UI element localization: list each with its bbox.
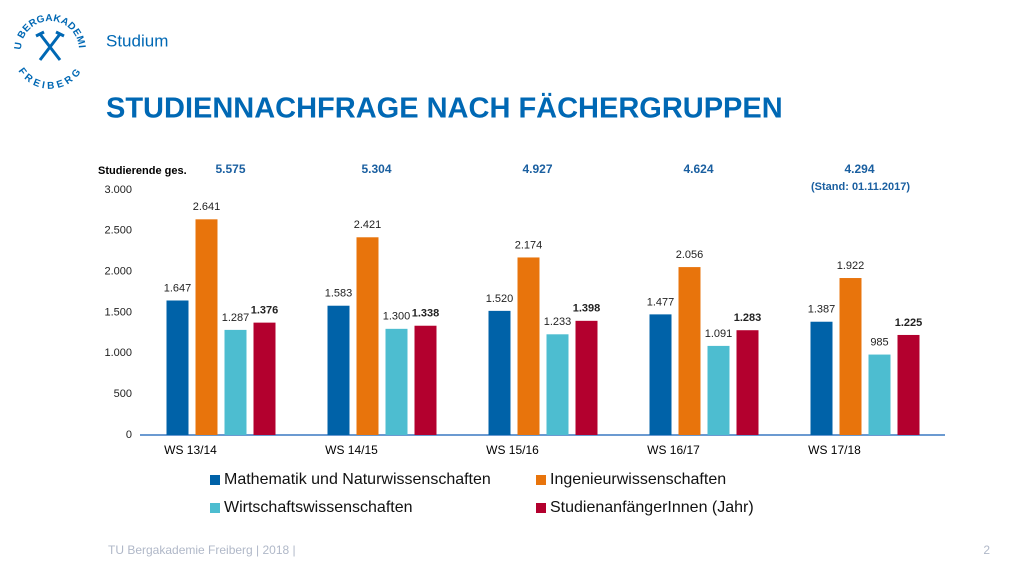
x-tick-label: WS 14/15 — [325, 443, 378, 457]
page-number: 2 — [983, 543, 990, 557]
value-label: 2.641 — [193, 201, 221, 213]
bar — [707, 345, 730, 435]
value-label: 1.477 — [647, 296, 675, 308]
x-tick-label: WS 13/14 — [164, 443, 217, 457]
total-annotation: 4.927 — [522, 162, 552, 176]
bar — [385, 328, 408, 435]
x-tick-label: WS 17/18 — [808, 443, 861, 457]
value-label: 1.387 — [808, 304, 836, 316]
value-label: 1.376 — [251, 305, 279, 317]
logo-text: TU BERGAKADEMIE — [0, 0, 87, 50]
value-label: 2.421 — [354, 219, 382, 231]
bar — [414, 325, 437, 435]
logo-text: FREIBERG — [16, 66, 84, 92]
legend-swatch — [210, 475, 220, 485]
value-label: 2.174 — [515, 239, 543, 251]
value-label: 1.287 — [222, 312, 250, 324]
legend-label: Wirtschaftswissenschaften — [224, 499, 413, 516]
value-label: 1.647 — [164, 282, 192, 294]
bar — [517, 257, 540, 435]
value-label: 1.300 — [383, 311, 411, 323]
value-label: 1.583 — [325, 288, 353, 300]
section: Studium — [106, 31, 168, 50]
y-tick-label: 0 — [126, 429, 132, 441]
bar — [166, 300, 189, 435]
bar — [678, 267, 701, 435]
y-tick-label: 3.000 — [104, 184, 132, 196]
x-tick-label: WS 15/16 — [486, 443, 539, 457]
bar — [253, 322, 276, 435]
value-label: 1.922 — [837, 260, 865, 272]
legend-swatch — [536, 475, 546, 485]
y-tick-label: 2.000 — [104, 266, 132, 278]
total-annotation: 5.575 — [215, 162, 245, 176]
x-tick-label: WS 16/17 — [647, 443, 700, 457]
logo: TU BERGAKADEMIE FREIBERG — [0, 0, 87, 92]
value-label: 1.225 — [895, 317, 923, 329]
value-label: 2.056 — [676, 249, 704, 261]
value-label: 1.338 — [412, 308, 440, 320]
bar — [868, 354, 891, 435]
value-label: 1.520 — [486, 293, 514, 305]
legend-label: StudienanfängerInnen (Jahr) — [550, 499, 754, 516]
totals-label: Studierende ges. — [98, 165, 187, 177]
total-annotation: 4.624 — [683, 162, 713, 176]
bar — [897, 334, 920, 435]
bar — [810, 321, 833, 435]
footer: TU Bergakademie Freiberg | 2018 | — [108, 543, 296, 557]
legend-swatch — [210, 503, 220, 513]
bar — [356, 237, 379, 435]
value-label: 1.398 — [573, 303, 601, 315]
bar — [546, 334, 569, 435]
title: STUDIENNACHFRAGE NACH FÄCHERGRUPPEN — [106, 92, 783, 125]
y-tick-label: 1.000 — [104, 347, 132, 359]
y-tick-label: 500 — [114, 388, 132, 400]
total-annotation: 4.294 — [844, 162, 874, 176]
y-tick-label: 2.500 — [104, 225, 132, 237]
bar — [736, 330, 759, 435]
value-label: 1.283 — [734, 312, 762, 324]
bar — [327, 305, 350, 435]
legend-label: Mathematik und Naturwissenschaften — [224, 471, 491, 488]
bar — [195, 219, 218, 435]
bar — [575, 320, 598, 435]
legend-swatch — [536, 503, 546, 513]
note: (Stand: 01.11.2017) — [811, 181, 910, 193]
bar — [224, 329, 247, 435]
bar — [488, 310, 511, 435]
bar — [649, 314, 672, 435]
bar — [839, 278, 862, 435]
value-label: 1.091 — [705, 328, 733, 340]
y-tick-label: 1.500 — [104, 306, 132, 318]
value-label: 1.233 — [544, 316, 572, 328]
total-annotation: 5.304 — [361, 162, 391, 176]
value-label: 985 — [870, 336, 888, 348]
legend-label: Ingenieurwissenschaften — [550, 471, 726, 488]
